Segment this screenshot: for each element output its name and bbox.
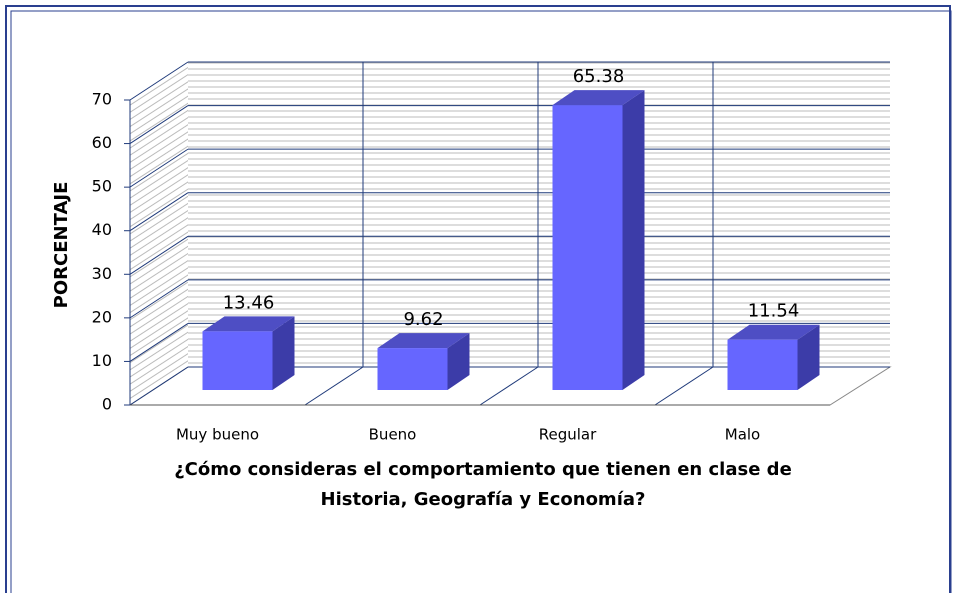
grid-line xyxy=(129,61,189,101)
x-tick-label: Bueno xyxy=(369,426,417,444)
bar xyxy=(552,105,623,390)
bar-side xyxy=(797,324,820,390)
value-label: 65.38 xyxy=(573,66,625,87)
grid-line xyxy=(129,235,189,275)
bar xyxy=(377,348,448,390)
y-tick-label: 70 xyxy=(92,90,112,109)
grid-line xyxy=(129,148,189,188)
grid-line xyxy=(129,192,189,232)
bar xyxy=(202,331,273,390)
plot-area: 0 10 20 30 40 50 60 70 13.46 9.62 65.38 11.54 xyxy=(92,61,892,414)
bar-top xyxy=(727,324,820,340)
grid-line xyxy=(129,105,189,144)
x-tick-label: Malo xyxy=(725,426,760,444)
y-tick-label: 60 xyxy=(92,133,112,152)
value-label: 11.54 xyxy=(748,301,800,322)
bar-top xyxy=(377,333,470,349)
y-tick-label: 20 xyxy=(92,307,112,326)
x-axis-label: ¿Cómo consideras el comportamiento que t… xyxy=(174,459,792,480)
bar-side xyxy=(447,333,470,390)
grid-line xyxy=(129,366,189,406)
bar xyxy=(727,339,798,390)
y-tick-label: 0 xyxy=(102,395,112,414)
bar-side xyxy=(622,90,645,390)
y-tick-label: 40 xyxy=(92,220,112,239)
bar-side xyxy=(272,316,295,390)
bar-top xyxy=(202,316,295,332)
y-tick-label: 50 xyxy=(92,177,112,196)
y-tick-label: 10 xyxy=(92,351,112,370)
frame-outer xyxy=(5,5,951,593)
y-tick-label: 30 xyxy=(92,264,112,283)
grid-line xyxy=(129,279,189,319)
x-axis-label: Historia, Geografía y Economía? xyxy=(321,489,646,510)
floor-divider xyxy=(479,366,539,406)
grid-line xyxy=(129,323,189,362)
value-label: 13.46 xyxy=(223,292,275,313)
frame-inner xyxy=(10,10,952,593)
floor-divider xyxy=(304,366,364,406)
x-tick-label: Regular xyxy=(539,426,597,444)
value-label: 9.62 xyxy=(403,309,443,330)
y-axis-label: PORCENTAJE xyxy=(51,182,72,309)
floor-divider xyxy=(654,366,714,406)
side-wall xyxy=(130,62,188,405)
x-tick-label: Muy bueno xyxy=(176,426,259,444)
bar-top xyxy=(552,90,645,106)
